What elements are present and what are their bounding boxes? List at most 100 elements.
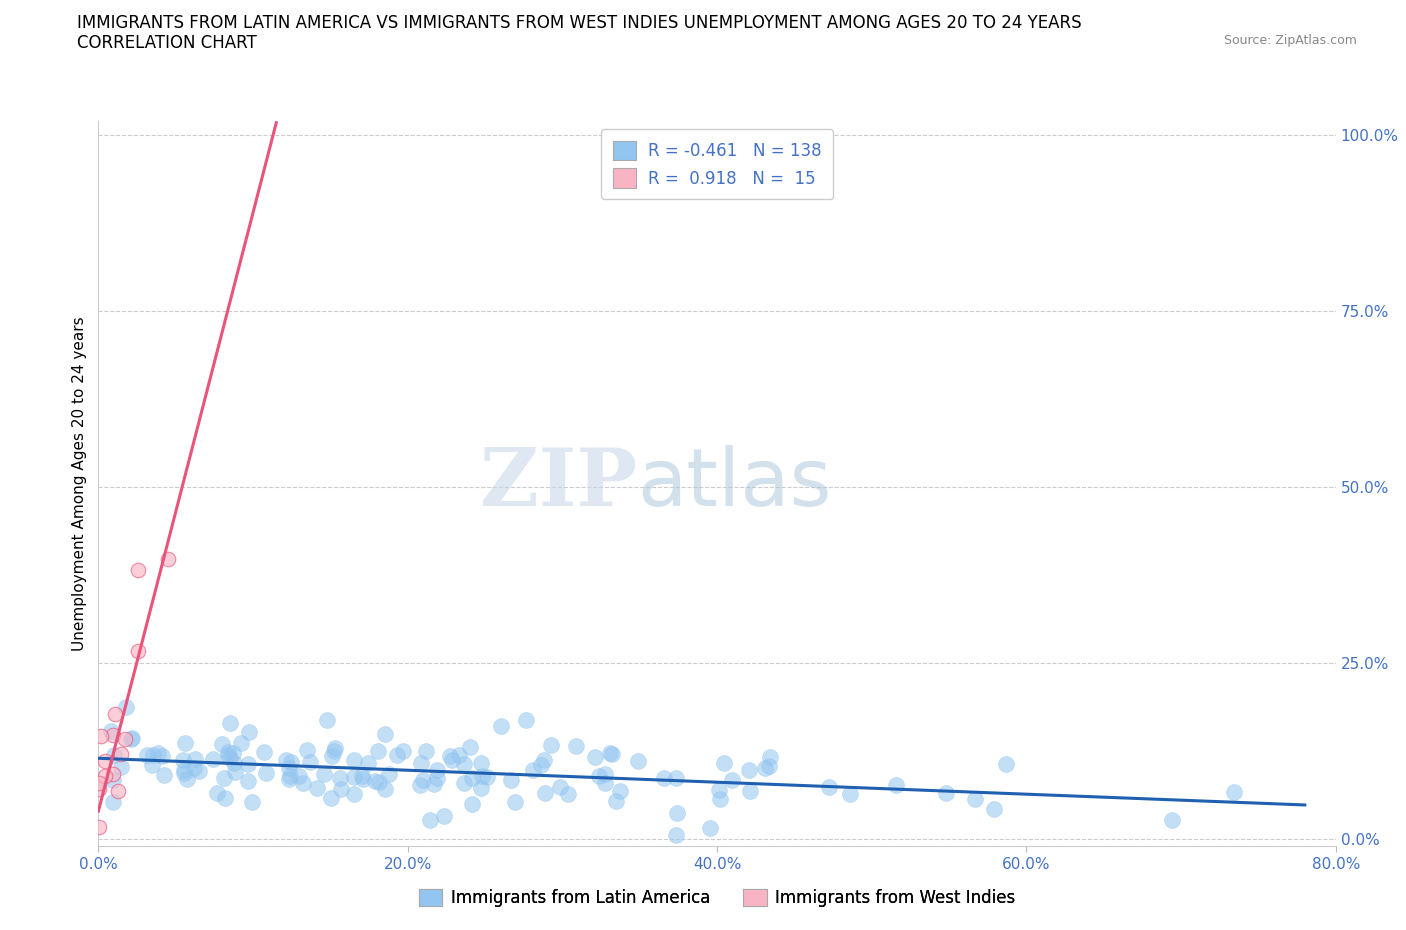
Point	[316, 713, 339, 728]
Point	[238, 773, 260, 788]
Point	[665, 805, 688, 820]
Point	[278, 769, 301, 784]
Point	[499, 773, 522, 788]
Point	[564, 738, 586, 753]
Legend: Immigrants from Latin America, Immigrants from West Indies: Immigrants from Latin America, Immigrant…	[412, 883, 1022, 914]
Point	[148, 746, 170, 761]
Point	[475, 770, 498, 785]
Point	[352, 772, 374, 787]
Point	[759, 750, 782, 764]
Point	[503, 795, 526, 810]
Point	[605, 793, 627, 808]
Point	[738, 784, 761, 799]
Text: CORRELATION CHART: CORRELATION CHART	[77, 34, 257, 52]
Point	[104, 707, 127, 722]
Point	[305, 781, 328, 796]
Point	[184, 751, 207, 766]
Point	[1160, 813, 1182, 828]
Point	[101, 727, 124, 742]
Point	[252, 744, 274, 759]
Point	[114, 731, 136, 746]
Point	[89, 776, 111, 790]
Y-axis label: Unemployment Among Ages 20 to 24 years: Unemployment Among Ages 20 to 24 years	[72, 316, 87, 651]
Point	[142, 748, 165, 763]
Point	[157, 551, 180, 566]
Point	[329, 770, 352, 785]
Point	[470, 756, 492, 771]
Point	[409, 777, 432, 792]
Point	[453, 776, 475, 790]
Point	[709, 791, 731, 806]
Point	[374, 782, 396, 797]
Point	[127, 563, 149, 578]
Text: Source: ZipAtlas.com: Source: ZipAtlas.com	[1223, 34, 1357, 47]
Point	[323, 744, 346, 759]
Point	[409, 755, 432, 770]
Point	[460, 739, 482, 754]
Point	[583, 750, 606, 764]
Point	[101, 767, 124, 782]
Point	[280, 755, 302, 770]
Point	[288, 768, 311, 783]
Point	[599, 745, 621, 760]
Point	[172, 752, 194, 767]
Point	[110, 747, 132, 762]
Point	[330, 781, 353, 796]
Point	[550, 780, 572, 795]
Point	[141, 758, 163, 773]
Point	[758, 759, 780, 774]
Point	[699, 820, 721, 835]
Point	[173, 763, 195, 777]
Point	[103, 795, 125, 810]
Point	[453, 756, 475, 771]
Point	[461, 797, 484, 812]
Point	[103, 748, 125, 763]
Point	[319, 791, 342, 806]
Point	[593, 775, 616, 790]
Point	[222, 755, 245, 770]
Point	[101, 772, 124, 787]
Point	[471, 768, 494, 783]
Point	[415, 743, 437, 758]
Point	[211, 737, 233, 751]
Point	[426, 770, 449, 785]
Point	[176, 772, 198, 787]
Point	[426, 763, 449, 777]
Point	[449, 747, 471, 762]
Point	[965, 791, 987, 806]
Point	[219, 715, 242, 730]
Point	[87, 820, 110, 835]
Point	[374, 726, 396, 741]
Point	[609, 784, 631, 799]
Point	[709, 783, 731, 798]
Point	[107, 784, 129, 799]
Point	[240, 794, 263, 809]
Point	[588, 768, 610, 783]
Point	[173, 766, 195, 781]
Point	[222, 746, 245, 761]
Point	[120, 732, 142, 747]
Point	[721, 773, 744, 788]
Point	[278, 772, 301, 787]
Point	[530, 758, 553, 773]
Point	[754, 760, 776, 775]
Point	[127, 644, 149, 658]
Point	[419, 813, 441, 828]
Point	[121, 730, 143, 745]
Point	[214, 790, 236, 805]
Point	[367, 743, 389, 758]
Point	[110, 760, 132, 775]
Point	[441, 753, 464, 768]
Text: ZIP: ZIP	[479, 445, 637, 523]
Point	[114, 699, 136, 714]
Point	[713, 755, 735, 770]
Point	[321, 749, 343, 764]
Point	[652, 771, 675, 786]
Point	[364, 773, 387, 788]
Point	[540, 737, 562, 752]
Point	[983, 802, 1005, 817]
Point	[201, 751, 224, 766]
Point	[277, 761, 299, 776]
Point	[254, 765, 277, 780]
Point	[224, 764, 246, 779]
